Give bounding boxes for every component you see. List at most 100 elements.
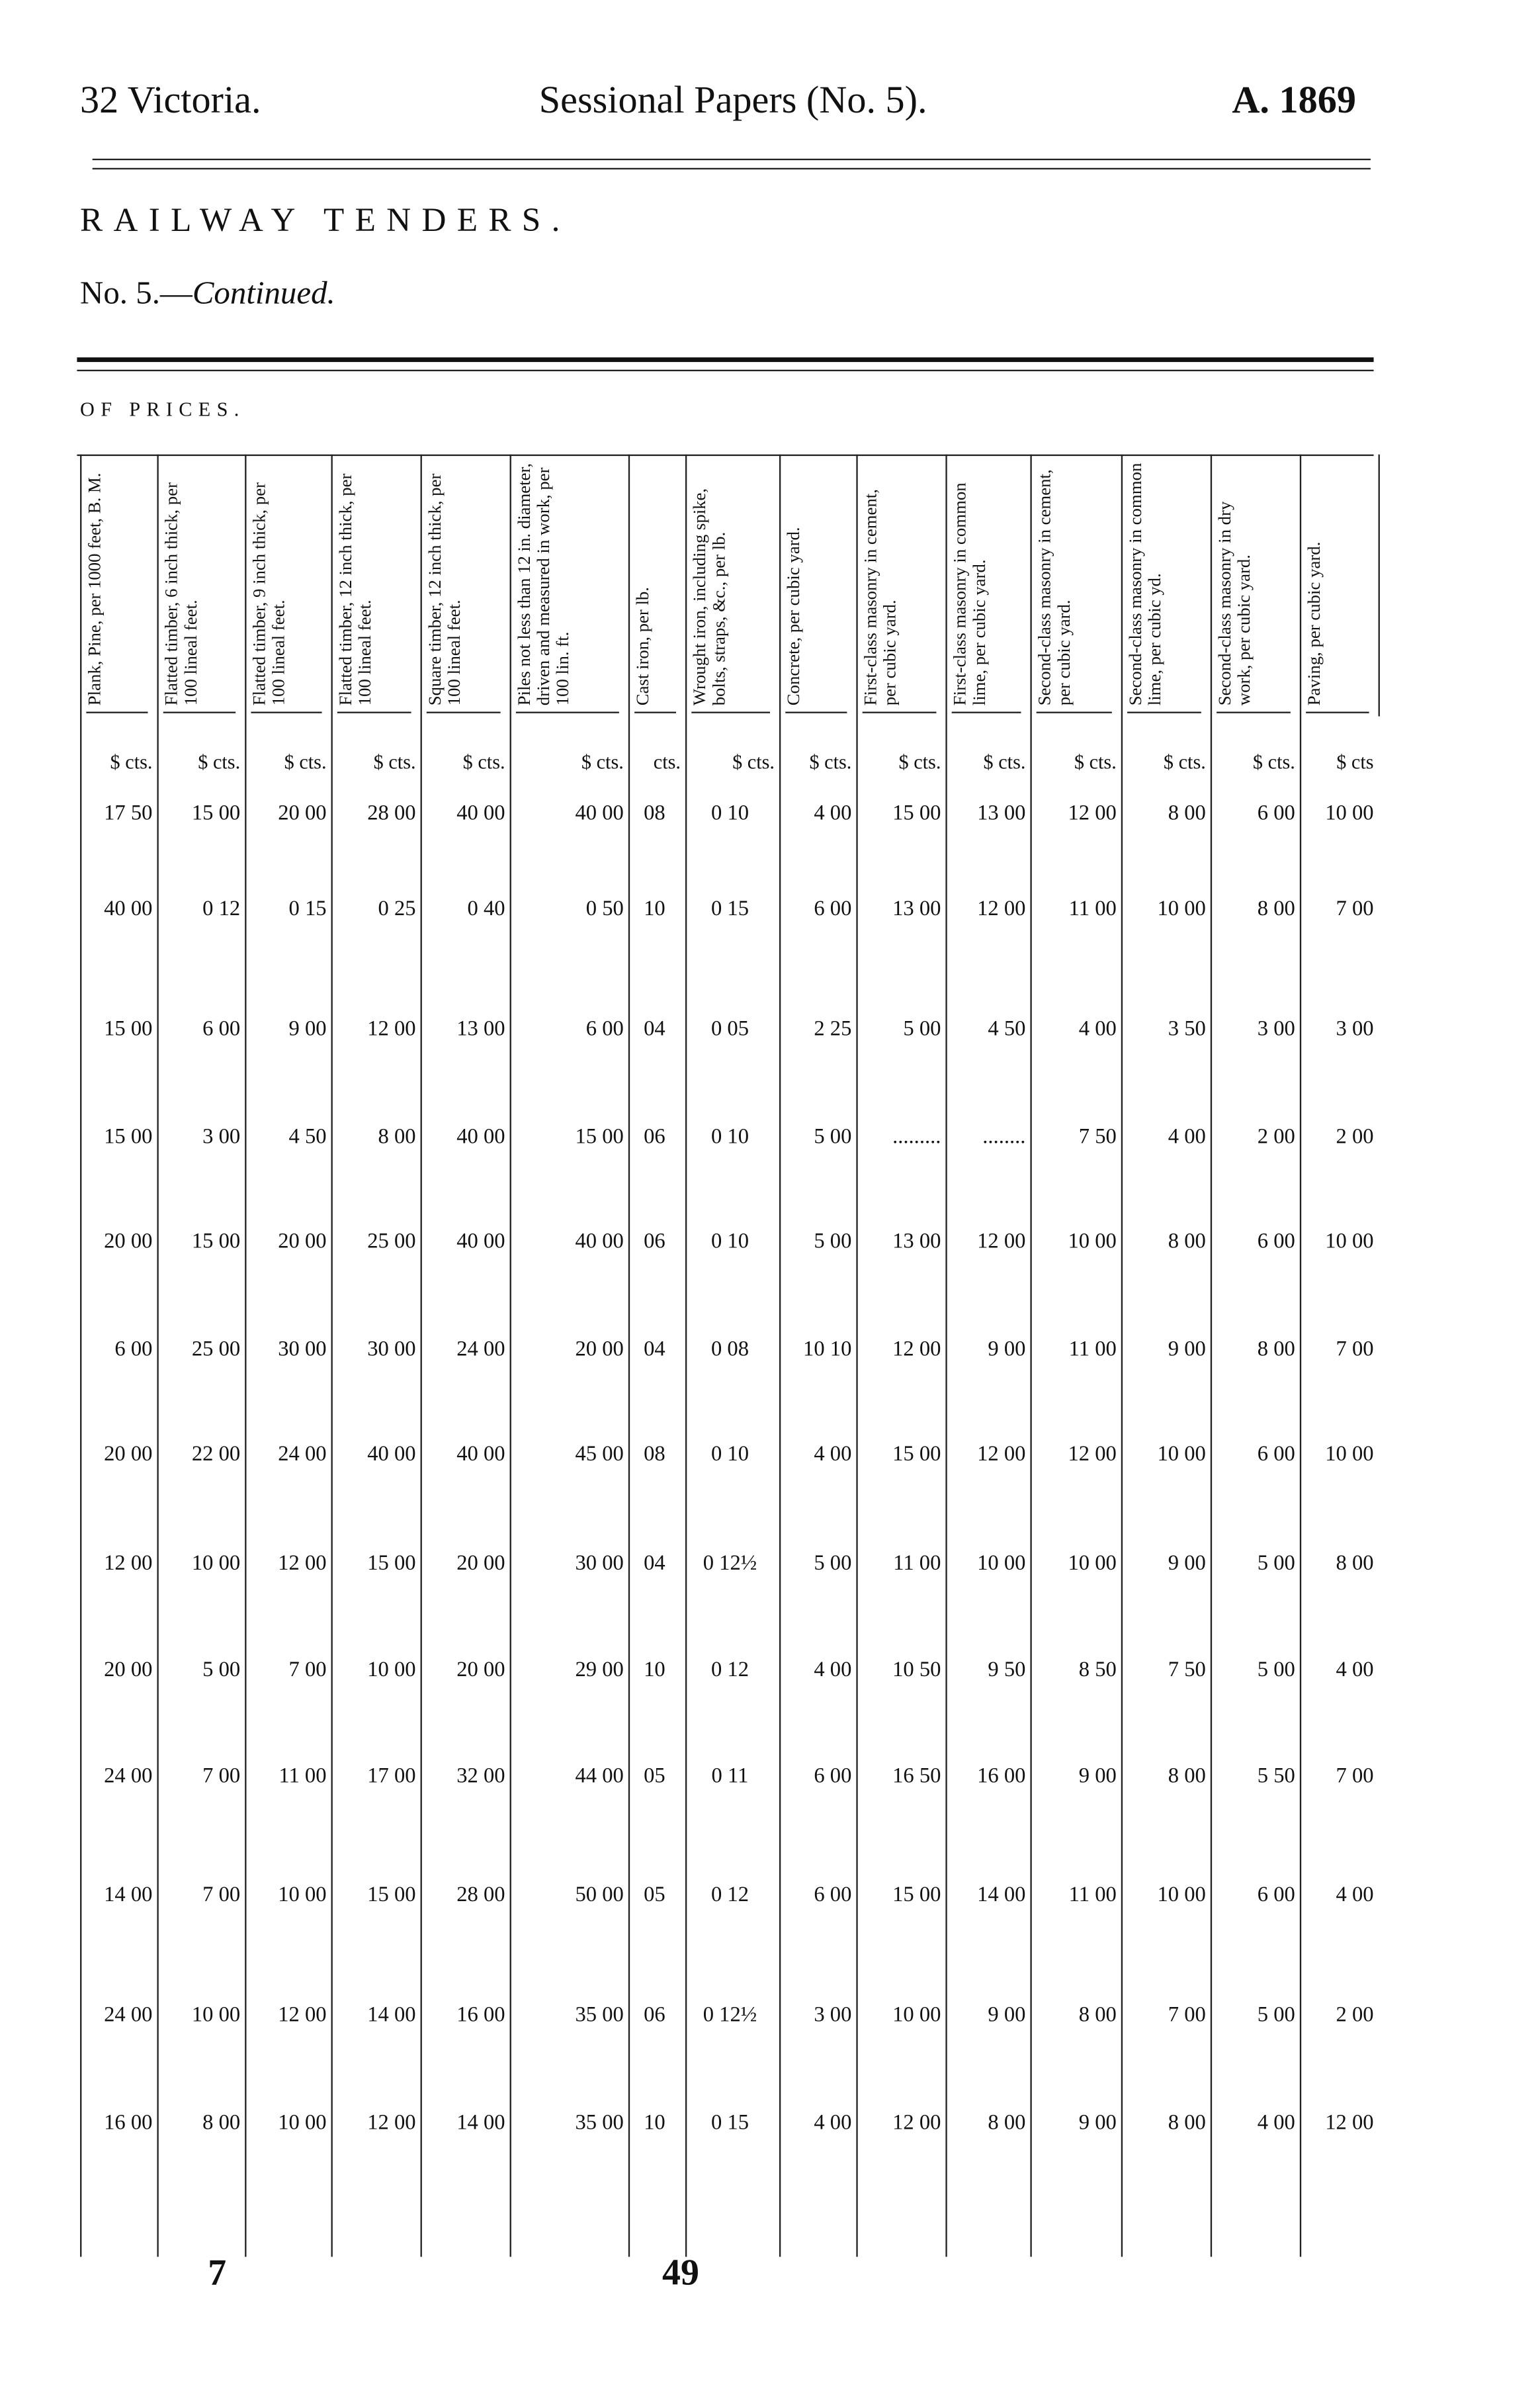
table-cell: 15 00 bbox=[892, 1884, 941, 1908]
table-cell: 24 00 bbox=[278, 1443, 327, 1467]
unit-label: $ cts. bbox=[898, 750, 941, 774]
divider bbox=[77, 369, 1374, 372]
header-underline bbox=[426, 711, 501, 713]
table-cell: 6 00 bbox=[1257, 1231, 1295, 1254]
table-cell: 12 00 bbox=[1068, 1443, 1117, 1467]
table-cell: 2 00 bbox=[1257, 1126, 1295, 1149]
header-underline bbox=[515, 711, 619, 713]
table-cell: 9 00 bbox=[288, 1018, 327, 1042]
table-cell: 22 00 bbox=[191, 1443, 241, 1467]
unit-label: $ cts bbox=[1336, 750, 1374, 774]
table-cell: 08 bbox=[644, 802, 665, 826]
table-cell: 5 00 bbox=[903, 1018, 941, 1042]
table-cell: 8 00 bbox=[202, 2112, 241, 2135]
table-cell: 10 00 bbox=[1157, 898, 1206, 922]
table-cell: 11 00 bbox=[278, 1765, 327, 1789]
table-cell: 4 50 bbox=[288, 1126, 327, 1149]
table-cell: 0 25 bbox=[378, 898, 416, 922]
table-cell: 8 00 bbox=[1257, 898, 1295, 922]
table-cell: 13 00 bbox=[892, 1231, 941, 1254]
table-cell: ......... bbox=[892, 1126, 941, 1149]
table-cell: 10 00 bbox=[367, 1659, 416, 1683]
subtitle-continued: Continued. bbox=[192, 274, 335, 312]
column-divider bbox=[779, 454, 781, 2257]
table-cell: 16 00 bbox=[977, 1765, 1026, 1789]
column-header: Piles not less than 12 in. diameter, dri… bbox=[515, 463, 574, 706]
table-cell: 16 00 bbox=[104, 2112, 153, 2135]
table-cell: 29 00 bbox=[575, 1659, 624, 1683]
table-cell: 6 00 bbox=[585, 1018, 624, 1042]
table-cell: 10 00 bbox=[278, 1884, 327, 1908]
column-divider bbox=[1299, 454, 1302, 2257]
table-cell: 10 00 bbox=[977, 1552, 1026, 1576]
unit-label: $ cts. bbox=[1252, 750, 1295, 774]
column-header: Flatted timber, 9 inch thick, per 100 li… bbox=[251, 482, 289, 706]
table-cell: 6 00 bbox=[814, 1765, 852, 1789]
page-subtitle: No. 5.—Continued. bbox=[80, 274, 335, 312]
table-cell: 10 00 bbox=[191, 2004, 241, 2028]
table-cell: 12 00 bbox=[104, 1552, 153, 1576]
table-cell: 0 40 bbox=[467, 898, 505, 922]
column-header: Flatted timber, 6 inch thick, per 100 li… bbox=[163, 482, 201, 706]
header-underline bbox=[251, 711, 322, 713]
table-cell: 11 00 bbox=[1068, 1339, 1117, 1362]
column-header: Second-class masonry in dry work, per cu… bbox=[1217, 501, 1255, 706]
table-cell: 20 00 bbox=[104, 1231, 153, 1254]
table-cell: 9 00 bbox=[1078, 2112, 1117, 2135]
table-cell: 2 25 bbox=[814, 1018, 852, 1042]
table-cell: 20 00 bbox=[456, 1552, 505, 1576]
table-cell: 4 00 bbox=[1336, 1884, 1374, 1908]
table-cell: 06 bbox=[644, 1126, 665, 1149]
table-cell: 10 50 bbox=[892, 1659, 941, 1683]
table-cell: 6 00 bbox=[1257, 1884, 1295, 1908]
column-header: First-class masonry in common lime, per … bbox=[951, 482, 990, 706]
table-cell: 12 00 bbox=[977, 1443, 1026, 1467]
table-cell: 8 00 bbox=[1168, 1765, 1206, 1789]
header-underline bbox=[1217, 711, 1291, 713]
column-divider bbox=[1121, 454, 1123, 2257]
table-cell: 0 15 bbox=[710, 898, 749, 922]
column-divider bbox=[245, 454, 247, 2257]
table-cell: 10 00 bbox=[1325, 802, 1374, 826]
table-cell: 30 00 bbox=[278, 1339, 327, 1362]
table-cell: 6 00 bbox=[1257, 1443, 1295, 1467]
column-divider bbox=[420, 454, 422, 2257]
table-cell: 10 00 bbox=[1325, 1443, 1374, 1467]
table-cell: 05 bbox=[644, 1765, 665, 1789]
table-cell: 14 00 bbox=[977, 1884, 1026, 1908]
table-cell: 10 00 bbox=[1325, 1231, 1374, 1254]
table-cell: 10 00 bbox=[1068, 1552, 1117, 1576]
table-cell: 0 50 bbox=[585, 898, 624, 922]
table-cell: 4 50 bbox=[988, 1018, 1026, 1042]
column-header: Square timber, 12 inch thick, per 100 li… bbox=[426, 473, 464, 706]
table-cell: 20 00 bbox=[278, 802, 327, 826]
table-cell: 40 00 bbox=[575, 802, 624, 826]
header-underline bbox=[1127, 711, 1201, 713]
table-cell: 20 00 bbox=[104, 1659, 153, 1683]
table-cell: 6 00 bbox=[202, 1018, 241, 1042]
table-cell: 20 00 bbox=[456, 1659, 505, 1683]
table-cell: 5 00 bbox=[814, 1552, 852, 1576]
table-cell: 4 00 bbox=[1257, 2112, 1295, 2135]
table-cell: 15 00 bbox=[892, 1443, 941, 1467]
table-cell: 3 00 bbox=[814, 2004, 852, 2028]
table-cell: 28 00 bbox=[456, 1884, 505, 1908]
table-cell: 12 00 bbox=[367, 2112, 416, 2135]
table-cell: 4 00 bbox=[1078, 1018, 1117, 1042]
table-cell: 40 00 bbox=[104, 898, 153, 922]
table-cell: 7 00 bbox=[202, 1884, 241, 1908]
unit-label: cts. bbox=[653, 750, 681, 774]
unit-label: $ cts. bbox=[809, 750, 852, 774]
table-cell: 5 00 bbox=[1257, 2004, 1295, 2028]
table-cell: 06 bbox=[644, 2004, 665, 2028]
table-cell: 8 00 bbox=[1336, 1552, 1374, 1576]
table-cell: 12 00 bbox=[278, 2004, 327, 2028]
header-underline bbox=[634, 711, 676, 713]
table-cell: 0 12 bbox=[710, 1884, 749, 1908]
table-cell: 32 00 bbox=[456, 1765, 505, 1789]
header-underline bbox=[1306, 711, 1369, 713]
table-cell: 4 00 bbox=[814, 1443, 852, 1467]
table-cell: 3 00 bbox=[202, 1126, 241, 1149]
column-divider bbox=[157, 454, 159, 2257]
table-cell: 10 00 bbox=[1157, 1443, 1206, 1467]
